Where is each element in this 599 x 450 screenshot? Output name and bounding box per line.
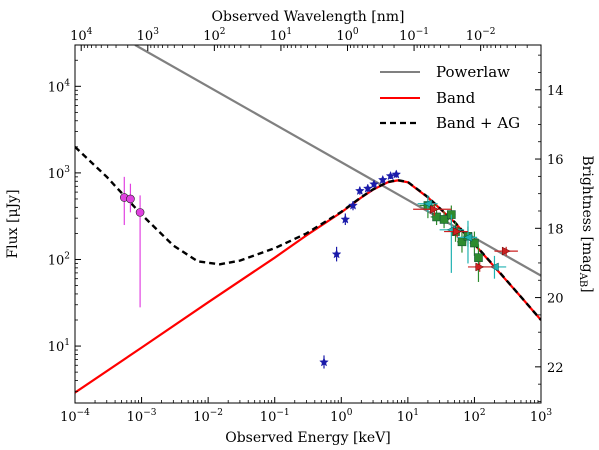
x-tick-label: 10−1	[260, 408, 290, 425]
right-axis-label-sub: AB	[577, 272, 588, 288]
y-axis-label: Flux [μJy]	[5, 189, 21, 258]
data-marker	[340, 214, 351, 224]
data-point-gbm	[467, 262, 495, 272]
data-marker	[377, 174, 388, 184]
plot-area	[75, 45, 541, 403]
right-axis-label-main: Brightness [mag	[579, 155, 595, 272]
top-tick-label: 10−2	[466, 27, 496, 44]
data-marker	[430, 204, 439, 214]
top-tick-label: 103	[137, 27, 160, 44]
data-marker	[348, 200, 358, 210]
data-point-uvot	[319, 355, 329, 369]
data-point-gbm	[413, 203, 452, 216]
data-marker	[452, 227, 462, 236]
top-tick-label: 100	[336, 27, 359, 44]
top-tick-label: 104	[70, 27, 93, 44]
data-point-uvot	[331, 246, 342, 262]
x-tick-label: 103	[530, 408, 553, 425]
y-tick-label: 101	[48, 338, 70, 355]
y-tick-label: 104	[48, 78, 71, 95]
data-point-optical	[126, 183, 135, 213]
data-point-bat	[457, 220, 478, 264]
data-marker	[475, 262, 485, 272]
top-tick-label: 102	[203, 27, 225, 44]
data-point-xrt	[438, 211, 450, 229]
data-marker	[135, 208, 145, 217]
x-tick-label: 102	[463, 408, 485, 425]
tick-layer: 10−4 10−3 10−2 10−1 100 101 102 103 104 103 102 101…	[48, 27, 564, 425]
x-tick-label: 101	[397, 408, 419, 425]
data-point-uvot	[391, 169, 402, 179]
data-marker	[474, 253, 483, 262]
legend-label-powerlaw: Powerlaw	[436, 63, 510, 81]
data-point-uvot	[362, 183, 373, 193]
data-point-gbm	[444, 226, 468, 238]
mag-tick-label: 20	[547, 292, 564, 307]
data-point-xrt	[469, 231, 479, 256]
data-marker	[439, 215, 449, 224]
data-point-uvot	[355, 185, 365, 195]
plot-frame	[74, 44, 542, 404]
mag-tick-label: 16	[547, 153, 564, 168]
data-marker	[470, 238, 479, 248]
legend: Powerlaw Band Band + AG	[380, 63, 520, 132]
data-marker	[362, 183, 373, 193]
right-axis-label-end: ]	[579, 287, 595, 292]
data-marker	[391, 169, 402, 179]
data-point-uvot	[348, 200, 358, 211]
data-marker	[423, 199, 433, 209]
x-axis-label: Observed Energy [keV]	[225, 430, 391, 446]
top-tick-label: 101	[270, 27, 292, 44]
legend-label-band-ag: Band + AG	[436, 114, 520, 132]
data-marker	[126, 194, 135, 204]
data-point-uvot	[340, 213, 351, 226]
y-tick-label: 102	[48, 251, 70, 268]
right-axis-label: Brightness [magAB]	[577, 155, 595, 292]
data-marker	[501, 246, 511, 256]
data-point-xrt	[474, 244, 483, 282]
data-point-uvot	[377, 174, 388, 184]
mag-tick-label: 22	[547, 361, 564, 376]
top-tick-label: 10−1	[399, 27, 429, 44]
mag-tick-label: 14	[547, 84, 564, 99]
data-marker	[355, 185, 365, 195]
top-axis-label: Observed Wavelength [nm]	[212, 9, 405, 25]
data-marker	[331, 249, 342, 259]
mag-tick-label: 18	[547, 222, 564, 237]
legend-label-band: Band	[436, 89, 476, 107]
data-point-optical	[135, 195, 145, 308]
data-point-gbm	[494, 246, 518, 256]
x-tick-label: 10−3	[127, 408, 157, 425]
data-marker	[319, 357, 329, 367]
x-tick-label: 100	[330, 408, 353, 425]
x-tick-label: 10−4	[60, 408, 90, 425]
data-marker	[369, 179, 379, 189]
x-tick-label: 10−2	[193, 408, 223, 425]
data-point-uvot	[369, 179, 379, 189]
y-tick-label: 103	[48, 165, 71, 182]
data-points-layer	[119, 169, 518, 369]
data-marker	[463, 232, 473, 242]
